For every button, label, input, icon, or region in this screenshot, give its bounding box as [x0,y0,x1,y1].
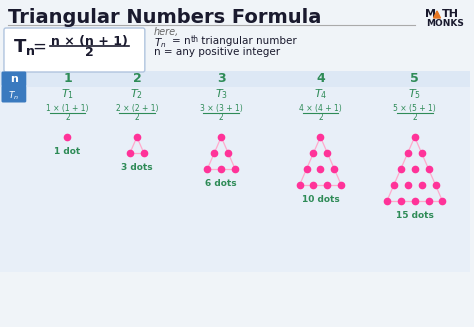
Text: triangular number: triangular number [199,36,297,46]
Text: 3: 3 [217,73,226,85]
Text: $T_n$: $T_n$ [9,90,19,102]
Text: =: = [33,38,46,56]
Text: 4 × (4 + 1): 4 × (4 + 1) [299,105,342,113]
Text: Triangular Numbers Formula: Triangular Numbers Formula [8,8,321,27]
Text: n × (n + 1): n × (n + 1) [51,35,128,47]
Text: $T_n$: $T_n$ [154,36,166,50]
Text: $\mathbf{T_n}$: $\mathbf{T_n}$ [13,37,36,57]
Text: 1 dot: 1 dot [55,147,81,156]
Text: 5: 5 [410,73,419,85]
Text: 2: 2 [85,45,94,59]
Text: 2: 2 [135,113,139,123]
Text: here,: here, [154,27,179,37]
Text: 3 × (3 + 1): 3 × (3 + 1) [200,105,243,113]
Text: A: A [433,9,441,19]
Text: 10 dots: 10 dots [301,195,339,204]
Text: 3 dots: 3 dots [121,163,153,172]
Text: 4: 4 [316,73,325,85]
Text: 2 × (2 + 1): 2 × (2 + 1) [116,105,158,113]
Text: 6 dots: 6 dots [205,179,237,188]
Text: n = any positive integer: n = any positive integer [154,47,280,57]
Text: MONKS: MONKS [427,19,465,28]
Text: TH: TH [441,9,458,19]
Text: 15 dots: 15 dots [396,211,434,220]
Text: 2: 2 [412,113,417,123]
Text: $T_5$: $T_5$ [408,87,421,101]
Text: $T_3$: $T_3$ [215,87,228,101]
FancyBboxPatch shape [0,71,470,87]
Text: $T_4$: $T_4$ [314,87,327,101]
Text: 2: 2 [219,113,224,123]
Text: 5 × (5 + 1): 5 × (5 + 1) [393,105,436,113]
Text: M: M [425,9,436,19]
Text: n: n [10,74,18,84]
Polygon shape [434,11,440,18]
Text: $T_2$: $T_2$ [130,87,143,101]
Text: 2: 2 [318,113,323,123]
FancyBboxPatch shape [0,87,470,272]
Text: th: th [191,35,199,43]
Text: = n: = n [172,36,190,46]
FancyBboxPatch shape [4,28,145,72]
FancyBboxPatch shape [1,85,26,102]
Text: 1: 1 [63,73,72,85]
Text: 2: 2 [65,113,70,123]
FancyBboxPatch shape [1,72,26,87]
Text: 2: 2 [133,73,141,85]
Text: $T_1$: $T_1$ [61,87,74,101]
Text: 1 × (1 + 1): 1 × (1 + 1) [46,105,89,113]
